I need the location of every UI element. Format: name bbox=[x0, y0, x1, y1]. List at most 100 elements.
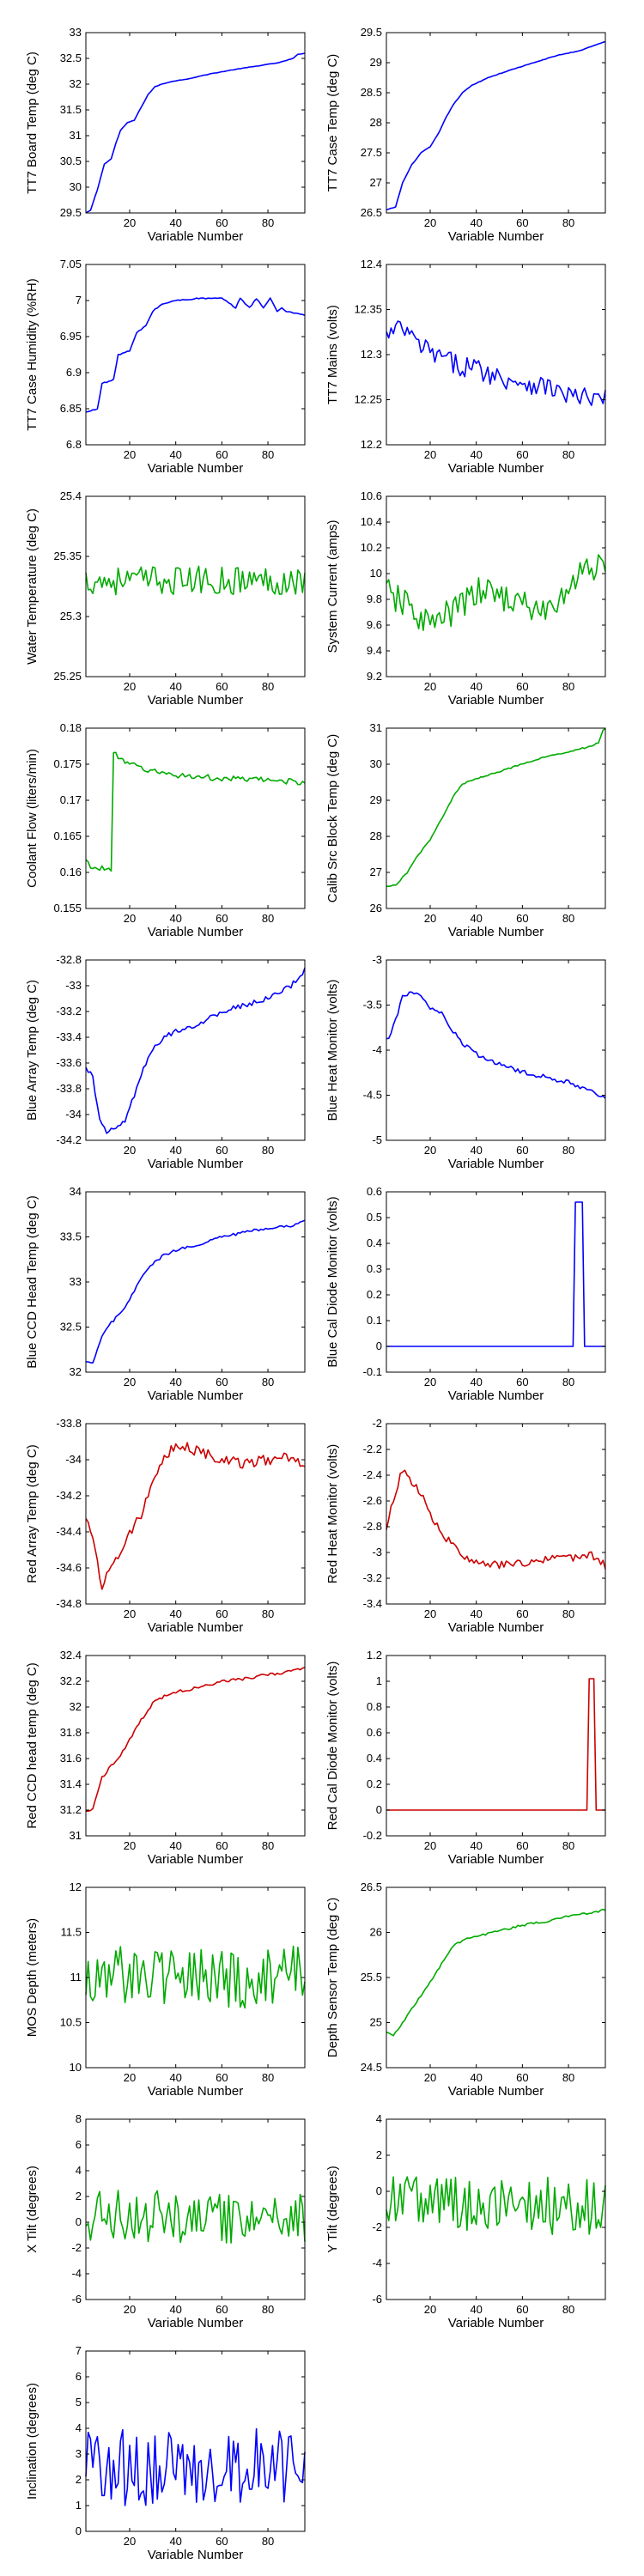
y-tick-label: 7.05 bbox=[60, 258, 82, 270]
y-tick-label: 7 bbox=[76, 2344, 82, 2357]
series-line bbox=[85, 1442, 306, 1590]
y-tick-label: 12.3 bbox=[361, 348, 382, 361]
y-tick-label: 5 bbox=[76, 2396, 82, 2409]
chart-6: 9.2 9.4 9.6 9.8 10 10.2 10.4 10.6 20 40 60 80 Variab… bbox=[325, 489, 606, 708]
y-tick-label: -3 bbox=[372, 953, 382, 966]
x-tick-label: 40 bbox=[169, 1607, 181, 1620]
y-tick-label: 27.5 bbox=[361, 146, 382, 159]
x-tick-label: 20 bbox=[124, 912, 136, 925]
series-line bbox=[85, 1667, 306, 1813]
y-tick-label: -33.2 bbox=[56, 1005, 82, 1018]
y-tick-label: 6.95 bbox=[60, 330, 82, 343]
y-tick-label: 4 bbox=[376, 2112, 382, 2125]
x-tick-label: 40 bbox=[169, 1144, 181, 1157]
x-tick-label: 20 bbox=[424, 1839, 436, 1852]
y-tick-label: 0.4 bbox=[367, 1752, 382, 1765]
y-tick-label: 0.6 bbox=[367, 1185, 382, 1198]
y-tick-label: -33.6 bbox=[56, 1056, 82, 1069]
x-tick-label: 60 bbox=[216, 2535, 228, 2548]
plot-frame bbox=[386, 264, 606, 446]
y-tick-label: 2 bbox=[376, 2148, 382, 2161]
x-tick-label: 60 bbox=[516, 1839, 528, 1852]
y-tick-label: -4 bbox=[372, 1043, 382, 1056]
y-tick-label: 9.2 bbox=[367, 670, 382, 683]
y-tick-label: -2.6 bbox=[363, 1494, 382, 1507]
y-tick-label: 6 bbox=[76, 2138, 82, 2151]
y-tick-label: 11.5 bbox=[61, 1926, 82, 1939]
y-tick-label: -0.1 bbox=[363, 1365, 382, 1378]
y-tick-label: 0.8 bbox=[367, 1700, 382, 1713]
x-axis-label: Variable Number bbox=[148, 2084, 243, 2099]
y-tick-label: 33 bbox=[70, 26, 82, 39]
x-tick-label: 60 bbox=[516, 2303, 528, 2316]
y-tick-label: -32.8 bbox=[56, 953, 82, 966]
y-tick-label: 31 bbox=[70, 129, 82, 142]
y-tick-label: 24.5 bbox=[361, 2061, 382, 2074]
x-tick-label: 20 bbox=[124, 1839, 136, 1852]
x-axis-label: Variable Number bbox=[148, 229, 243, 244]
y-tick-label: -6 bbox=[372, 2293, 382, 2306]
x-tick-label: 20 bbox=[424, 680, 436, 693]
x-tick-label: 20 bbox=[424, 448, 436, 461]
x-tick-label: 60 bbox=[516, 448, 528, 461]
series-line bbox=[386, 1201, 605, 1347]
y-tick-label: 30.5 bbox=[60, 155, 82, 167]
y-axis-label: System Current (amps) bbox=[325, 519, 340, 653]
y-tick-label: -34.2 bbox=[56, 1489, 82, 1502]
y-tick-label: -3.5 bbox=[363, 999, 382, 1012]
series-line bbox=[85, 52, 306, 214]
chart-7: 0.155 0.16 0.165 0.17 0.175 0.18 20 40 60 80 Varia… bbox=[25, 721, 306, 939]
series-line bbox=[386, 727, 606, 887]
y-tick-label: 31.8 bbox=[60, 1726, 82, 1739]
x-tick-label: 60 bbox=[516, 216, 528, 229]
y-tick-label: -33.8 bbox=[56, 1417, 82, 1430]
x-tick-label: 80 bbox=[562, 1144, 574, 1157]
x-axis-label: Variable Number bbox=[448, 925, 544, 939]
series-line bbox=[85, 751, 306, 872]
y-tick-label: 3 bbox=[76, 2447, 82, 2460]
x-axis-label: Variable Number bbox=[448, 2084, 544, 2099]
y-tick-label: 32 bbox=[70, 1365, 82, 1378]
plot-frame bbox=[386, 727, 606, 909]
y-axis-label: Red Cal Diode Monitor (volts) bbox=[325, 1662, 340, 1831]
chart-3: 6.8 6.85 6.9 6.95 7 7.05 20 40 60 80 Variable Numb… bbox=[25, 258, 306, 476]
y-tick-label: 32 bbox=[70, 1700, 82, 1713]
y-tick-label: 12.4 bbox=[361, 258, 382, 270]
y-axis-label: X Tilt (degrees) bbox=[25, 2166, 39, 2253]
plot-frame bbox=[386, 959, 606, 1141]
y-axis-label: TT7 Case Temp (deg C) bbox=[325, 54, 340, 192]
x-axis-label: Variable Number bbox=[148, 925, 243, 939]
y-tick-label: 0.18 bbox=[60, 721, 82, 734]
x-tick-label: 40 bbox=[169, 1839, 181, 1852]
x-axis-label: Variable Number bbox=[148, 1852, 243, 1867]
plot-frame bbox=[386, 2118, 606, 2300]
x-tick-label: 20 bbox=[124, 1607, 136, 1620]
y-tick-label: 0.1 bbox=[367, 1314, 382, 1327]
x-tick-label: 20 bbox=[424, 2071, 436, 2084]
y-tick-label: 6.8 bbox=[66, 438, 82, 451]
y-tick-label: 1 bbox=[376, 1674, 382, 1687]
y-tick-label: 33 bbox=[70, 1275, 82, 1288]
x-tick-label: 40 bbox=[470, 2303, 482, 2316]
series-line bbox=[85, 297, 306, 413]
y-tick-label: 32.2 bbox=[60, 1674, 82, 1687]
x-axis-label: Variable Number bbox=[148, 1157, 243, 1171]
y-tick-label: 11 bbox=[70, 1971, 82, 1984]
x-tick-label: 80 bbox=[262, 448, 274, 461]
x-tick-label: 20 bbox=[124, 216, 136, 229]
x-tick-label: 20 bbox=[124, 680, 136, 693]
x-tick-label: 20 bbox=[124, 1144, 136, 1157]
chart-20: -6 -4 -2 0 2 4 20 40 60 80 Variable Number Y Tilt (… bbox=[325, 2112, 606, 2330]
series-line bbox=[386, 554, 606, 631]
y-axis-label: Red Array Temp (deg C) bbox=[25, 1444, 39, 1583]
y-tick-label: 7 bbox=[76, 294, 82, 307]
y-tick-label: 25.25 bbox=[53, 670, 82, 683]
chart-18: 24.5 25 25.5 26 26.5 20 40 60 80 Variable Number D… bbox=[325, 1880, 606, 2099]
y-axis-label: TT7 Case Humidity (%RH) bbox=[25, 278, 39, 431]
y-tick-label: 0.175 bbox=[53, 757, 82, 770]
y-tick-label: 34 bbox=[70, 1185, 82, 1198]
series-line bbox=[386, 1678, 605, 1811]
x-tick-label: 60 bbox=[216, 1607, 228, 1620]
x-tick-label: 80 bbox=[262, 1144, 274, 1157]
x-tick-label: 20 bbox=[424, 1144, 436, 1157]
